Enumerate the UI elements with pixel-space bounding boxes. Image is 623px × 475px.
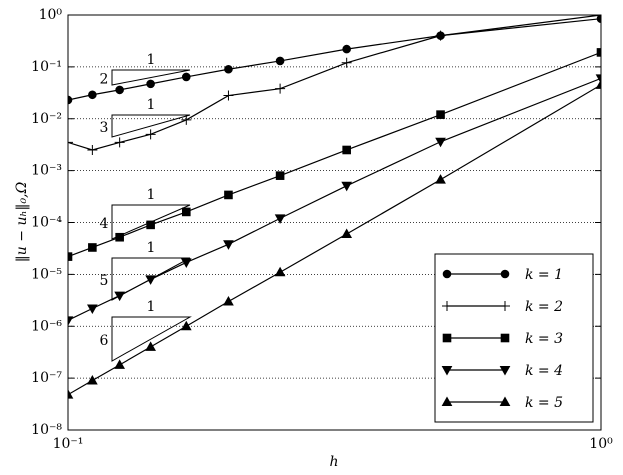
marker — [223, 295, 234, 306]
marker — [499, 396, 511, 406]
marker — [274, 214, 286, 224]
y-tick-label: 10⁰ — [39, 7, 63, 23]
legend-label: k = 2 — [525, 299, 563, 315]
marker — [442, 269, 452, 279]
marker — [68, 95, 73, 105]
x-tick-label: 10⁻¹ — [53, 436, 84, 452]
marker — [341, 57, 352, 68]
marker — [435, 30, 446, 41]
series — [68, 15, 601, 155]
slope-run: 1 — [147, 52, 156, 68]
plot-frame — [67, 14, 602, 431]
marker — [595, 79, 601, 89]
marker — [275, 171, 285, 180]
slope-rise: 2 — [100, 72, 109, 88]
marker — [180, 320, 192, 331]
marker — [442, 301, 452, 311]
legend-label: k = 3 — [525, 331, 563, 347]
marker — [442, 333, 452, 343]
marker — [435, 137, 446, 148]
marker — [181, 72, 191, 82]
marker — [275, 56, 285, 66]
marker — [88, 243, 97, 252]
slope-triangle — [111, 204, 191, 240]
marker — [87, 144, 98, 155]
y-tick-label: 10⁻⁷ — [31, 370, 62, 386]
y-tick-label: 10⁻² — [31, 111, 62, 127]
slope-rise: 5 — [100, 273, 109, 289]
slope-run: 1 — [147, 240, 156, 256]
marker — [596, 48, 601, 57]
marker — [596, 15, 601, 23]
marker — [224, 190, 233, 200]
x-axis-label: h — [329, 454, 338, 470]
marker — [441, 396, 453, 406]
marker — [88, 90, 97, 100]
legend-label: k = 1 — [525, 267, 563, 283]
series-line — [68, 15, 601, 151]
marker — [68, 316, 74, 326]
marker — [115, 85, 124, 95]
y-tick-label: 10⁻¹ — [31, 59, 62, 75]
y-tick-label: 10⁻⁵ — [31, 266, 62, 282]
slope-run: 1 — [147, 187, 156, 203]
slope-rise: 3 — [100, 120, 109, 136]
series — [68, 74, 601, 326]
slope-triangle — [111, 316, 192, 362]
slope-triangle — [111, 114, 191, 138]
marker — [499, 366, 511, 376]
marker — [181, 207, 191, 217]
y-tick-label: 10⁻³ — [31, 163, 62, 179]
series — [68, 79, 601, 399]
series-line — [68, 84, 601, 396]
slope-rise: 4 — [100, 216, 109, 232]
x-tick-label: 10⁰ — [589, 436, 613, 452]
marker — [68, 137, 73, 148]
marker — [87, 374, 98, 385]
slope-run: 1 — [147, 299, 156, 315]
y-axis-label: ‖u − uₕ‖₀,Ω — [14, 181, 30, 262]
slope-rise: 6 — [100, 333, 109, 349]
marker — [435, 174, 446, 184]
slope-triangle — [111, 69, 191, 86]
marker — [145, 129, 156, 140]
marker — [436, 110, 445, 119]
marker — [342, 44, 351, 54]
marker — [68, 389, 74, 399]
series-line — [68, 18, 601, 101]
marker — [500, 333, 510, 343]
marker — [146, 79, 155, 89]
series — [68, 15, 601, 105]
y-tick-label: 10⁻⁸ — [31, 422, 62, 438]
marker — [274, 266, 286, 277]
marker — [341, 228, 353, 239]
marker — [146, 220, 155, 230]
marker — [342, 145, 351, 155]
marker — [114, 137, 125, 148]
marker — [275, 83, 286, 94]
marker — [145, 341, 156, 351]
marker — [224, 64, 233, 74]
marker — [500, 301, 510, 311]
y-tick-label: 10⁻⁶ — [31, 318, 62, 334]
marker — [595, 74, 601, 84]
marker — [441, 366, 453, 376]
legend-label: k = 4 — [525, 363, 563, 379]
legend-label: k = 5 — [525, 395, 563, 411]
marker — [223, 90, 234, 101]
series — [68, 48, 601, 261]
marker — [68, 252, 73, 261]
y-tick-label: 10⁻⁴ — [31, 215, 62, 231]
slope-run: 1 — [147, 97, 156, 113]
marker — [87, 304, 98, 315]
marker — [341, 181, 353, 192]
marker — [114, 359, 126, 369]
series-line — [68, 77, 601, 321]
series-line — [68, 51, 601, 258]
slope-triangle — [111, 257, 191, 301]
marker — [223, 240, 234, 250]
marker — [500, 269, 510, 279]
marker — [181, 114, 192, 125]
